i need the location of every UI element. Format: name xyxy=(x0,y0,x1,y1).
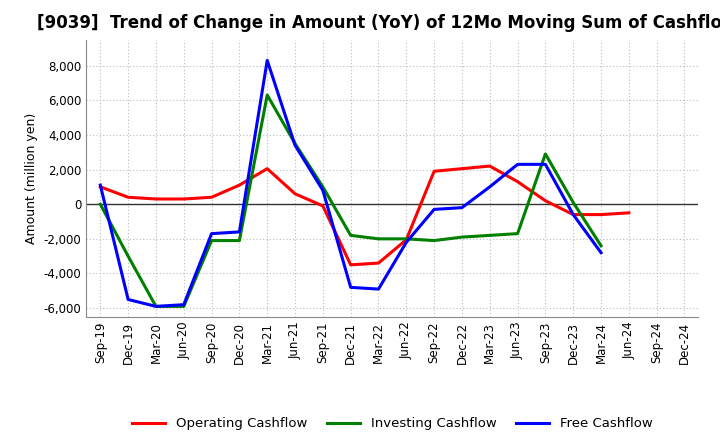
Free Cashflow xyxy=(569,212,577,217)
Operating Cashflow xyxy=(346,262,355,268)
Free Cashflow xyxy=(402,240,410,245)
Free Cashflow xyxy=(346,285,355,290)
Investing Cashflow xyxy=(318,184,327,190)
Operating Cashflow xyxy=(597,212,606,217)
Line: Investing Cashflow: Investing Cashflow xyxy=(100,95,601,306)
Operating Cashflow xyxy=(235,183,243,188)
Operating Cashflow xyxy=(485,163,494,169)
Free Cashflow xyxy=(541,161,550,167)
Free Cashflow xyxy=(291,143,300,148)
Free Cashflow xyxy=(207,231,216,236)
Operating Cashflow xyxy=(541,198,550,203)
Operating Cashflow xyxy=(430,169,438,174)
Operating Cashflow xyxy=(569,212,577,217)
Operating Cashflow xyxy=(318,203,327,209)
Investing Cashflow xyxy=(346,233,355,238)
Investing Cashflow xyxy=(96,202,104,207)
Operating Cashflow xyxy=(124,194,132,200)
Free Cashflow xyxy=(513,161,522,167)
Free Cashflow xyxy=(318,188,327,193)
Operating Cashflow xyxy=(624,210,633,216)
Free Cashflow xyxy=(430,207,438,212)
Investing Cashflow xyxy=(541,151,550,157)
Investing Cashflow xyxy=(291,141,300,146)
Free Cashflow xyxy=(124,297,132,302)
Investing Cashflow xyxy=(263,92,271,98)
Investing Cashflow xyxy=(597,243,606,249)
Operating Cashflow xyxy=(374,260,383,266)
Operating Cashflow xyxy=(96,184,104,190)
Investing Cashflow xyxy=(485,233,494,238)
Free Cashflow xyxy=(96,183,104,188)
Investing Cashflow xyxy=(402,236,410,242)
Free Cashflow xyxy=(458,205,467,210)
Free Cashflow xyxy=(374,286,383,292)
Free Cashflow xyxy=(263,58,271,63)
Free Cashflow xyxy=(235,229,243,235)
Operating Cashflow xyxy=(458,166,467,171)
Title: [9039]  Trend of Change in Amount (YoY) of 12Mo Moving Sum of Cashflows: [9039] Trend of Change in Amount (YoY) o… xyxy=(37,15,720,33)
Investing Cashflow xyxy=(179,304,188,309)
Line: Free Cashflow: Free Cashflow xyxy=(100,60,601,306)
Y-axis label: Amount (million yen): Amount (million yen) xyxy=(25,113,38,244)
Investing Cashflow xyxy=(569,200,577,205)
Free Cashflow xyxy=(179,302,188,307)
Operating Cashflow xyxy=(291,191,300,196)
Operating Cashflow xyxy=(263,166,271,171)
Line: Operating Cashflow: Operating Cashflow xyxy=(100,166,629,265)
Investing Cashflow xyxy=(124,253,132,259)
Investing Cashflow xyxy=(430,238,438,243)
Investing Cashflow xyxy=(207,238,216,243)
Free Cashflow xyxy=(597,250,606,255)
Operating Cashflow xyxy=(402,237,410,242)
Operating Cashflow xyxy=(207,194,216,200)
Free Cashflow xyxy=(152,304,161,309)
Investing Cashflow xyxy=(374,236,383,242)
Operating Cashflow xyxy=(179,196,188,202)
Investing Cashflow xyxy=(513,231,522,236)
Free Cashflow xyxy=(485,184,494,190)
Investing Cashflow xyxy=(235,238,243,243)
Investing Cashflow xyxy=(152,304,161,309)
Operating Cashflow xyxy=(513,179,522,184)
Legend: Operating Cashflow, Investing Cashflow, Free Cashflow: Operating Cashflow, Investing Cashflow, … xyxy=(127,412,657,436)
Operating Cashflow xyxy=(152,196,161,202)
Investing Cashflow xyxy=(458,235,467,240)
